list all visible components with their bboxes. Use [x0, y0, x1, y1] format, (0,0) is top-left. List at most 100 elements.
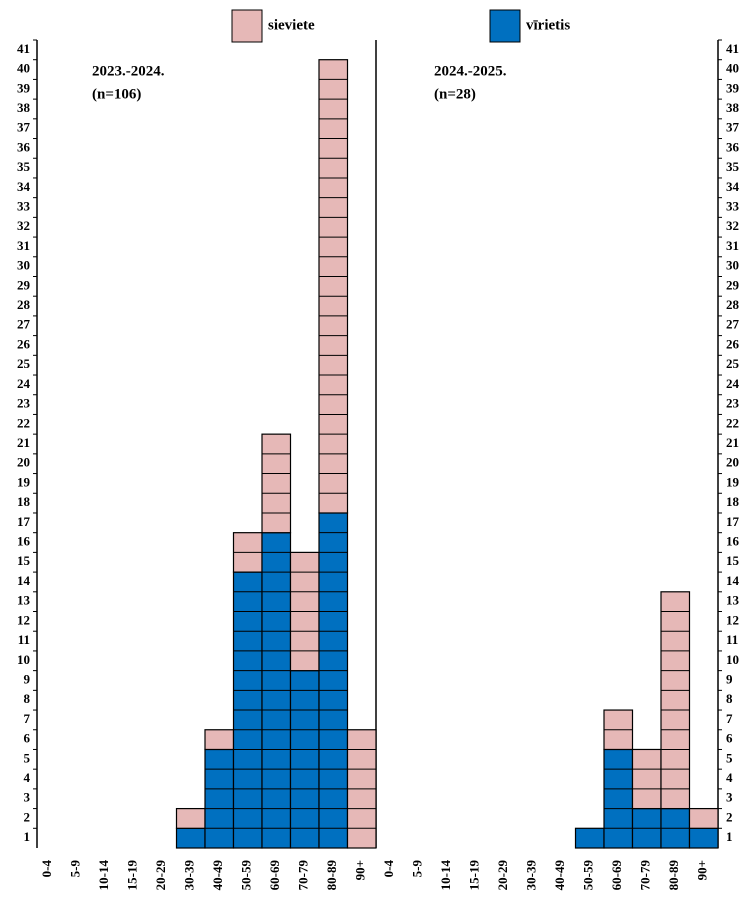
- y-tick-label: 23: [17, 396, 31, 411]
- y-tick-label: 20: [726, 455, 739, 470]
- y-tick-label: 39: [17, 80, 31, 95]
- x-tick-label: 20-29: [153, 860, 168, 891]
- y-tick-label: 7: [24, 711, 31, 726]
- y-tick-label: 24: [726, 376, 740, 391]
- y-tick-label: 26: [726, 336, 740, 351]
- y-tick-label: 5: [24, 750, 31, 765]
- bar-segment: [318, 512, 349, 849]
- y-tick-label: 8: [24, 691, 31, 706]
- bar-segment: [261, 433, 292, 534]
- y-tick-label: 16: [17, 534, 31, 549]
- y-tick-label: 8: [726, 691, 733, 706]
- x-tick-label: 90+: [353, 860, 368, 880]
- y-tick-label: 14: [17, 573, 31, 588]
- y-tick-label: 37: [17, 120, 31, 135]
- x-tick-label: 50-59: [581, 860, 596, 891]
- y-tick-label: 36: [17, 139, 31, 154]
- y-tick-label: 21: [726, 435, 739, 450]
- x-tick-label: 10-14: [96, 860, 111, 891]
- y-tick-label: 25: [726, 356, 740, 371]
- y-tick-label: 33: [17, 198, 31, 213]
- y-tick-label: 40: [726, 61, 739, 76]
- y-tick-label: 15: [17, 553, 31, 568]
- y-tick-label: 32: [17, 218, 30, 233]
- bar-segment: [574, 827, 605, 849]
- y-tick-label: 1: [726, 829, 733, 844]
- x-tick-label: 80-89: [666, 860, 681, 891]
- legend-label: sieviete: [268, 17, 315, 33]
- y-tick-label: 35: [726, 159, 740, 174]
- y-tick-label: 18: [17, 494, 31, 509]
- y-tick-label: 36: [726, 139, 740, 154]
- y-tick-label: 10: [17, 652, 30, 667]
- y-tick-label: 22: [726, 415, 739, 430]
- y-tick-label: 11: [18, 632, 30, 647]
- y-tick-label: 26: [17, 336, 31, 351]
- bar-segment: [175, 827, 206, 849]
- legend-swatch: [231, 9, 263, 43]
- bar-segment: [175, 807, 206, 829]
- y-tick-label: 35: [17, 159, 31, 174]
- y-tick-label: 14: [726, 573, 740, 588]
- y-tick-label: 41: [726, 41, 739, 56]
- x-tick-label: 40-49: [552, 860, 567, 891]
- x-tick-label: 70-79: [638, 860, 653, 891]
- y-tick-label: 30: [726, 258, 739, 273]
- y-tick-label: 13: [726, 593, 740, 608]
- y-tick-label: 19: [726, 474, 740, 489]
- annotation: 2024.-2025.: [434, 63, 507, 79]
- y-tick-label: 6: [24, 731, 31, 746]
- y-tick-label: 34: [17, 179, 31, 194]
- x-tick-label: 5-9: [68, 860, 83, 878]
- y-tick-label: 16: [726, 534, 740, 549]
- x-tick-label: 70-79: [296, 860, 311, 891]
- x-tick-label: 60-69: [609, 860, 624, 891]
- x-tick-label: 5-9: [410, 860, 425, 878]
- y-tick-label: 29: [17, 277, 31, 292]
- x-tick-label: 30-39: [182, 860, 197, 891]
- bar-segment: [660, 591, 691, 810]
- bar-segment: [688, 807, 719, 829]
- y-tick-label: 18: [726, 494, 740, 509]
- y-tick-label: 37: [726, 120, 740, 135]
- x-tick-label: 0-4: [381, 860, 396, 878]
- y-tick-label: 4: [726, 770, 733, 785]
- y-tick-label: 5: [726, 750, 733, 765]
- x-tick-label: 10-14: [438, 860, 453, 891]
- y-tick-label: 24: [17, 376, 31, 391]
- y-tick-label: 17: [17, 514, 31, 529]
- y-tick-label: 17: [726, 514, 740, 529]
- bar-segment: [204, 729, 235, 751]
- bar-segment: [318, 59, 349, 514]
- y-tick-label: 2: [24, 809, 31, 824]
- bar-segment: [688, 827, 719, 849]
- y-tick-label: 9: [726, 671, 733, 686]
- x-tick-label: 90+: [695, 860, 710, 880]
- y-tick-label: 38: [726, 100, 740, 115]
- bar-segment: [289, 670, 320, 849]
- y-tick-label: 19: [17, 474, 31, 489]
- y-tick-label: 21: [17, 435, 30, 450]
- x-tick-label: 15-19: [467, 860, 482, 891]
- y-tick-label: 13: [17, 593, 31, 608]
- y-tick-label: 2: [726, 809, 733, 824]
- y-tick-label: 28: [726, 297, 740, 312]
- y-tick-label: 22: [17, 415, 30, 430]
- y-tick-label: 30: [17, 258, 30, 273]
- y-tick-label: 3: [726, 790, 733, 805]
- legend-swatch: [489, 9, 521, 43]
- y-tick-label: 23: [726, 396, 740, 411]
- x-tick-label: 60-69: [267, 860, 282, 891]
- y-tick-label: 25: [17, 356, 31, 371]
- y-tick-label: 38: [17, 100, 31, 115]
- x-tick-label: 20-29: [495, 860, 510, 891]
- x-tick-label: 50-59: [239, 860, 254, 891]
- y-tick-label: 12: [17, 612, 30, 627]
- y-tick-label: 32: [726, 218, 739, 233]
- x-tick-label: 40-49: [210, 860, 225, 891]
- bar-segment: [603, 748, 634, 849]
- y-tick-label: 7: [726, 711, 733, 726]
- x-tick-label: 80-89: [324, 860, 339, 891]
